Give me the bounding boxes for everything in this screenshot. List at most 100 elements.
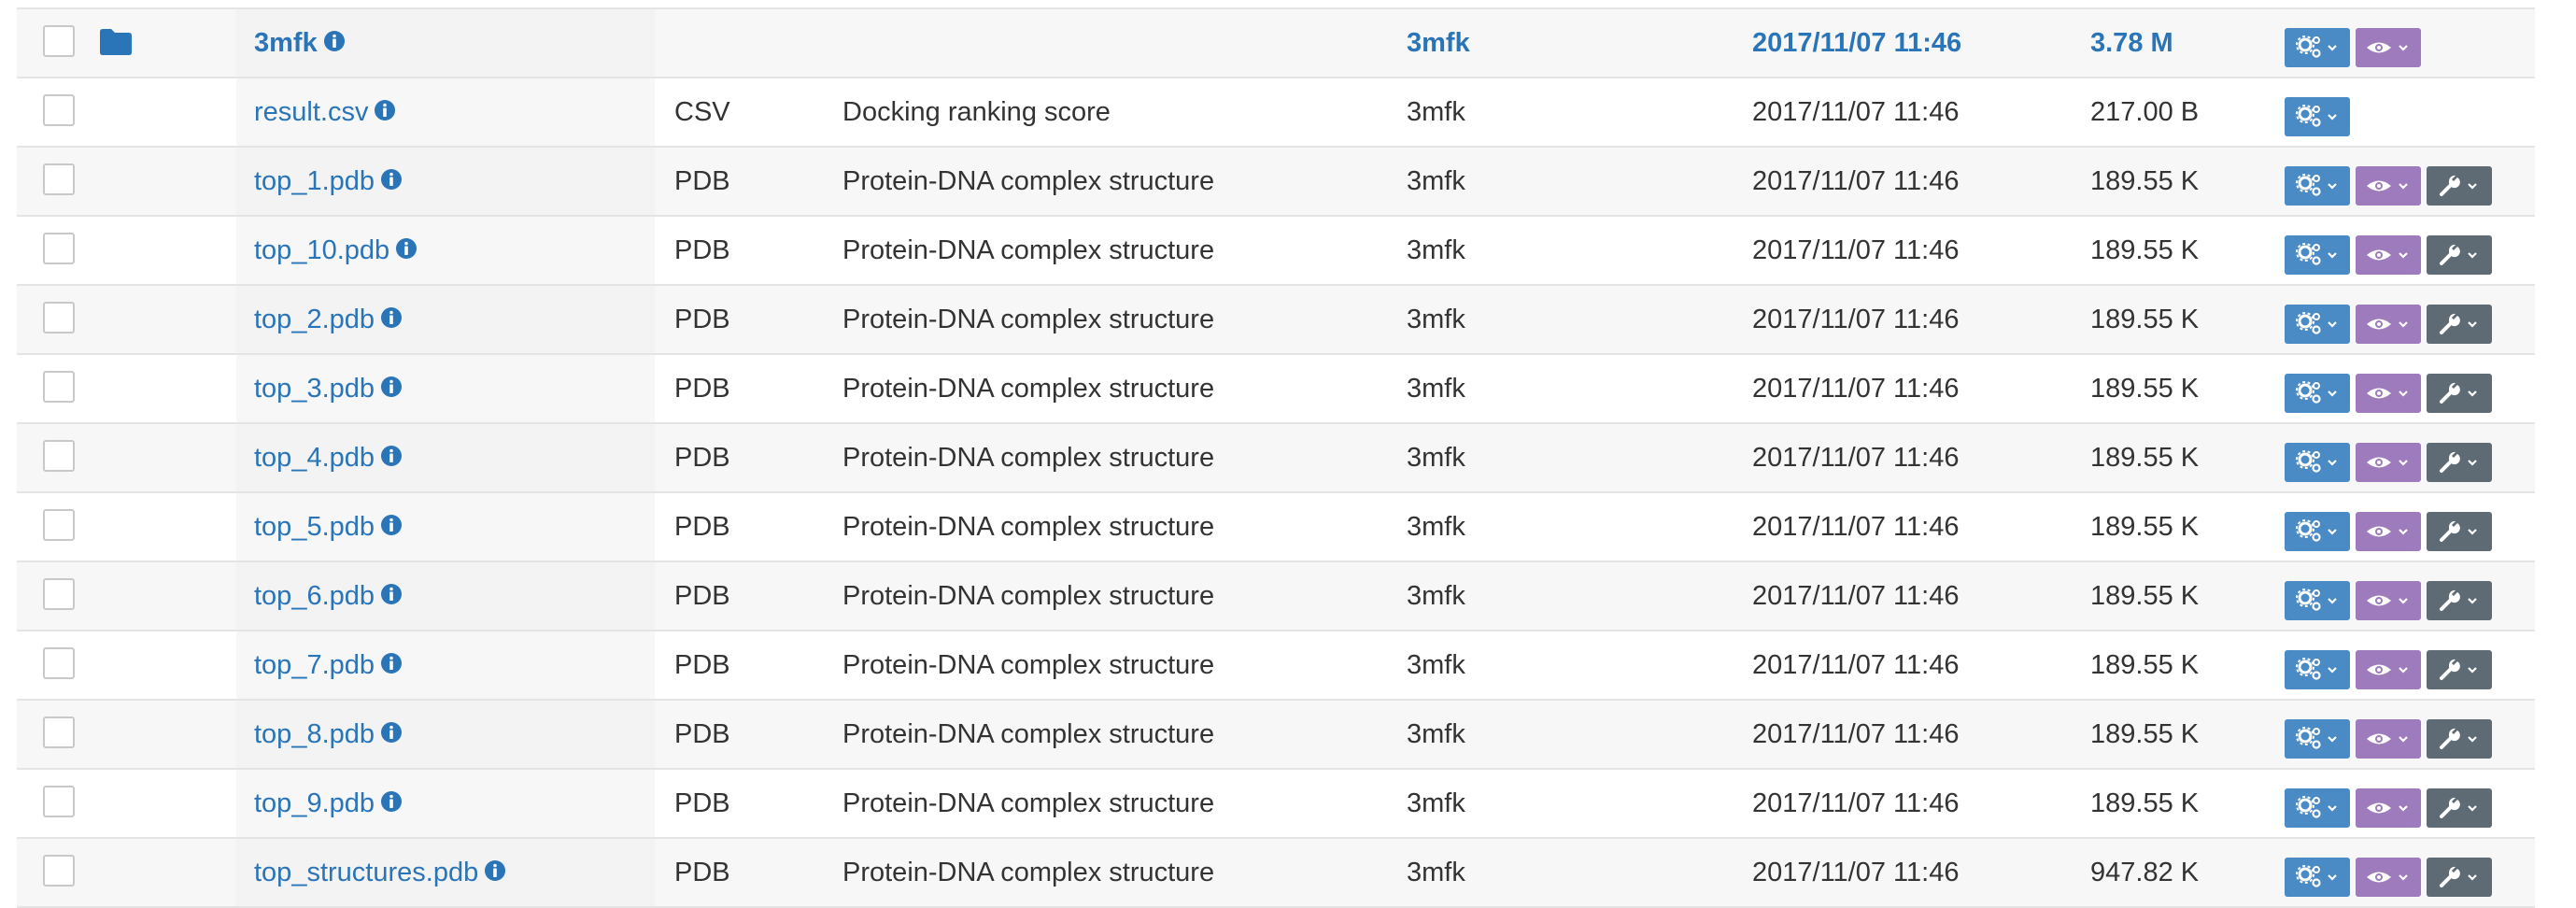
actions-dropdown-button[interactable]: [2285, 166, 2350, 206]
file-name-cell[interactable]: top_3.pdb: [254, 355, 403, 422]
file-name-cell[interactable]: top_9.pdb: [254, 770, 403, 837]
file-name-link[interactable]: top_8.pdb: [254, 719, 375, 749]
info-icon[interactable]: [380, 445, 403, 467]
file-name-cell[interactable]: top_6.pdb: [254, 562, 403, 630]
file-name-link[interactable]: top_3.pdb: [254, 374, 375, 404]
tools-dropdown-button[interactable]: [2427, 305, 2492, 344]
file-name-link[interactable]: top_structures.pdb: [254, 858, 479, 887]
info-icon[interactable]: [395, 237, 418, 260]
actions-dropdown-button[interactable]: [2285, 28, 2350, 67]
row-checkbox[interactable]: [43, 716, 75, 748]
view-dropdown-button[interactable]: [2356, 788, 2421, 828]
row-checkbox[interactable]: [43, 371, 75, 403]
view-dropdown-button[interactable]: [2356, 581, 2421, 620]
tools-dropdown-button[interactable]: [2427, 443, 2492, 482]
file-name-link[interactable]: top_5.pdb: [254, 512, 375, 542]
file-name-link[interactable]: top_4.pdb: [254, 443, 375, 473]
view-dropdown-button[interactable]: [2356, 305, 2421, 344]
info-icon[interactable]: [380, 652, 403, 674]
tools-dropdown-button[interactable]: [2427, 858, 2492, 897]
tools-dropdown-button[interactable]: [2427, 512, 2492, 551]
info-icon[interactable]: [380, 790, 403, 813]
file-name-cell[interactable]: result.csv: [254, 78, 396, 146]
view-dropdown-button[interactable]: [2356, 719, 2421, 759]
file-name-cell[interactable]: top_1.pdb: [254, 148, 403, 215]
file-row: result.csv CSV Docking ranking score 3mf…: [17, 78, 2535, 148]
file-name-link[interactable]: top_6.pdb: [254, 581, 375, 611]
wrench-icon: [2440, 451, 2460, 473]
file-name-cell[interactable]: top_5.pdb: [254, 493, 403, 560]
file-name-link[interactable]: top_7.pdb: [254, 650, 375, 680]
actions-dropdown-button[interactable]: [2285, 650, 2350, 689]
file-name-cell[interactable]: top_8.pdb: [254, 701, 403, 768]
view-dropdown-button[interactable]: [2356, 235, 2421, 275]
info-icon[interactable]: [374, 99, 396, 121]
file-name-cell[interactable]: top_2.pdb: [254, 286, 403, 353]
actions-dropdown-button[interactable]: [2285, 235, 2350, 275]
view-dropdown-button[interactable]: [2356, 650, 2421, 689]
folder-name-cell[interactable]: 3mfk: [254, 9, 346, 77]
file-description: Protein-DNA complex structure: [842, 374, 1215, 404]
info-icon[interactable]: [380, 514, 403, 536]
view-dropdown-button[interactable]: [2356, 858, 2421, 897]
file-location: 3mfk: [1407, 97, 1465, 127]
row-checkbox[interactable]: [43, 233, 75, 264]
info-icon[interactable]: [380, 721, 403, 744]
view-dropdown-button[interactable]: [2356, 512, 2421, 551]
file-size: 189.55 K: [2090, 719, 2200, 749]
file-name-cell[interactable]: top_10.pdb: [254, 217, 418, 284]
actions-dropdown-button[interactable]: [2285, 512, 2350, 551]
file-description: Protein-DNA complex structure: [842, 581, 1215, 611]
file-name-link[interactable]: top_9.pdb: [254, 788, 375, 818]
actions-dropdown-button[interactable]: [2285, 305, 2350, 344]
actions-dropdown-button[interactable]: [2285, 719, 2350, 759]
row-checkbox[interactable]: [43, 855, 75, 887]
info-icon[interactable]: [484, 859, 506, 882]
actions-dropdown-button[interactable]: [2285, 374, 2350, 413]
chevron-down-icon: [2468, 252, 2477, 259]
actions-dropdown-button[interactable]: [2285, 581, 2350, 620]
info-icon[interactable]: [323, 30, 346, 52]
actions-dropdown-button[interactable]: [2285, 443, 2350, 482]
folder-row: 3mfk 3mfk 2017/11/07 11:46 3.78 M: [17, 9, 2535, 78]
actions-dropdown-button[interactable]: [2285, 858, 2350, 897]
file-name-cell[interactable]: top_4.pdb: [254, 424, 403, 491]
file-row: top_structures.pdb PDB Protein-DNA compl…: [17, 839, 2535, 908]
file-name-cell[interactable]: top_structures.pdb: [254, 839, 506, 906]
row-checkbox[interactable]: [43, 94, 75, 126]
folder-location[interactable]: 3mfk: [1407, 28, 1470, 58]
row-checkbox[interactable]: [43, 509, 75, 541]
row-checkbox[interactable]: [43, 786, 75, 817]
tools-dropdown-button[interactable]: [2427, 650, 2492, 689]
file-name-link[interactable]: top_1.pdb: [254, 166, 375, 196]
row-checkbox[interactable]: [43, 25, 75, 57]
actions-dropdown-button[interactable]: [2285, 788, 2350, 828]
info-icon[interactable]: [380, 376, 403, 398]
tools-dropdown-button[interactable]: [2427, 581, 2492, 620]
file-name-link[interactable]: top_2.pdb: [254, 305, 375, 334]
tools-dropdown-button[interactable]: [2427, 374, 2492, 413]
row-checkbox[interactable]: [43, 163, 75, 195]
view-dropdown-button[interactable]: [2356, 166, 2421, 206]
file-name-link[interactable]: result.csv: [254, 97, 369, 127]
file-name-cell[interactable]: top_7.pdb: [254, 631, 403, 699]
row-checkbox[interactable]: [43, 578, 75, 610]
row-checkbox[interactable]: [43, 647, 75, 679]
row-checkbox[interactable]: [43, 440, 75, 472]
chevron-down-icon: [2468, 183, 2477, 190]
tools-dropdown-button[interactable]: [2427, 235, 2492, 275]
info-icon[interactable]: [380, 306, 403, 329]
view-dropdown-button[interactable]: [2356, 443, 2421, 482]
actions-dropdown-button[interactable]: [2285, 97, 2350, 136]
tools-dropdown-button[interactable]: [2427, 166, 2492, 206]
file-name-link[interactable]: top_10.pdb: [254, 235, 390, 265]
folder-name[interactable]: 3mfk: [254, 28, 318, 58]
file-row: top_9.pdb PDB Protein-DNA complex struct…: [17, 770, 2535, 839]
info-icon[interactable]: [380, 168, 403, 191]
row-checkbox[interactable]: [43, 302, 75, 333]
view-dropdown-button[interactable]: [2356, 28, 2421, 67]
info-icon[interactable]: [380, 583, 403, 605]
view-dropdown-button[interactable]: [2356, 374, 2421, 413]
tools-dropdown-button[interactable]: [2427, 719, 2492, 759]
tools-dropdown-button[interactable]: [2427, 788, 2492, 828]
